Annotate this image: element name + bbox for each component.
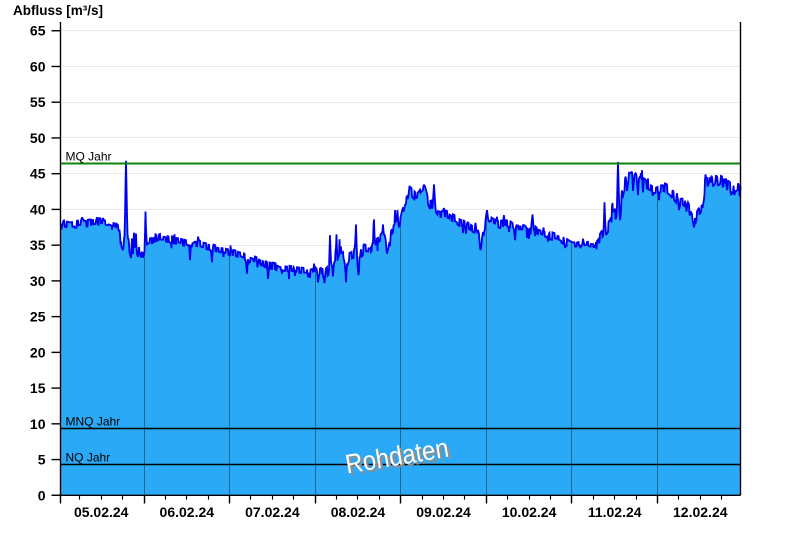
- chart-title: Abfluss [m³/s]: [13, 3, 104, 18]
- y-tick-label: 35: [30, 237, 46, 253]
- y-tick-label: 0: [38, 487, 46, 503]
- y-tick-label: 20: [30, 344, 46, 360]
- gridlines-vertical-group: [144, 160, 658, 496]
- y-tick-label: 60: [30, 58, 46, 74]
- y-tick-label: 30: [30, 273, 46, 289]
- x-tick-label: 07.02.24: [245, 504, 300, 520]
- y-tick-label: 10: [30, 416, 46, 432]
- x-tick-label: 12.02.24: [673, 504, 728, 520]
- discharge-area-fill: [60, 160, 741, 496]
- y-tick-label: 40: [30, 201, 46, 217]
- y-tick-label: 15: [30, 380, 46, 396]
- mq-jahr-label: MQ Jahr: [66, 150, 112, 164]
- x-tick-label: 08.02.24: [331, 504, 386, 520]
- y-tick-label: 50: [30, 130, 46, 146]
- y-tick-label: 25: [30, 309, 46, 325]
- y-tick-label: 65: [30, 23, 46, 39]
- x-tick-label: 06.02.24: [160, 504, 215, 520]
- y-tick-label: 45: [30, 166, 46, 182]
- y-tick-label: 5: [38, 452, 46, 468]
- mnq-jahr-label: MNQ Jahr: [66, 415, 121, 429]
- y-tick-label: 55: [30, 94, 46, 110]
- x-tick-label: 05.02.24: [74, 504, 129, 520]
- nq-jahr-label: NQ Jahr: [66, 451, 111, 465]
- discharge-line: [60, 160, 742, 284]
- x-tick-label: 09.02.24: [416, 504, 471, 520]
- x-tick-label: 10.02.24: [502, 504, 557, 520]
- x-tick-label: 11.02.24: [588, 504, 642, 520]
